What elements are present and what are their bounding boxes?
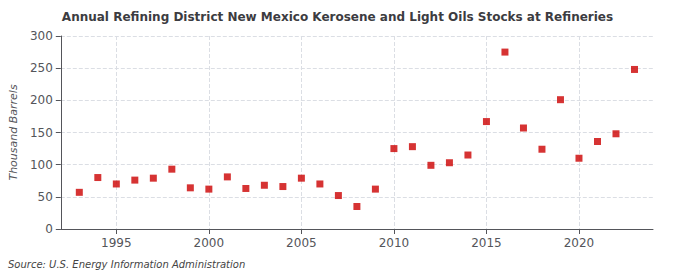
svg-text:1995: 1995: [101, 236, 132, 250]
svg-text:2015: 2015: [471, 236, 502, 250]
svg-text:0: 0: [45, 222, 53, 236]
svg-text:50: 50: [38, 190, 53, 204]
svg-text:2000: 2000: [194, 236, 225, 250]
svg-text:Annual Refining District New M: Annual Refining District New Mexico Kero…: [62, 10, 613, 24]
svg-text:100: 100: [30, 158, 53, 172]
svg-text:150: 150: [30, 126, 53, 140]
svg-text:Source: U.S. Energy Informatio: Source: U.S. Energy Information Administ…: [8, 259, 245, 270]
svg-text:Thousand Barrels: Thousand Barrels: [7, 84, 20, 180]
svg-text:2005: 2005: [286, 236, 317, 250]
svg-text:250: 250: [30, 61, 53, 75]
svg-text:2010: 2010: [379, 236, 410, 250]
svg-text:2020: 2020: [564, 236, 595, 250]
svg-text:200: 200: [30, 93, 53, 107]
svg-text:300: 300: [30, 29, 53, 43]
